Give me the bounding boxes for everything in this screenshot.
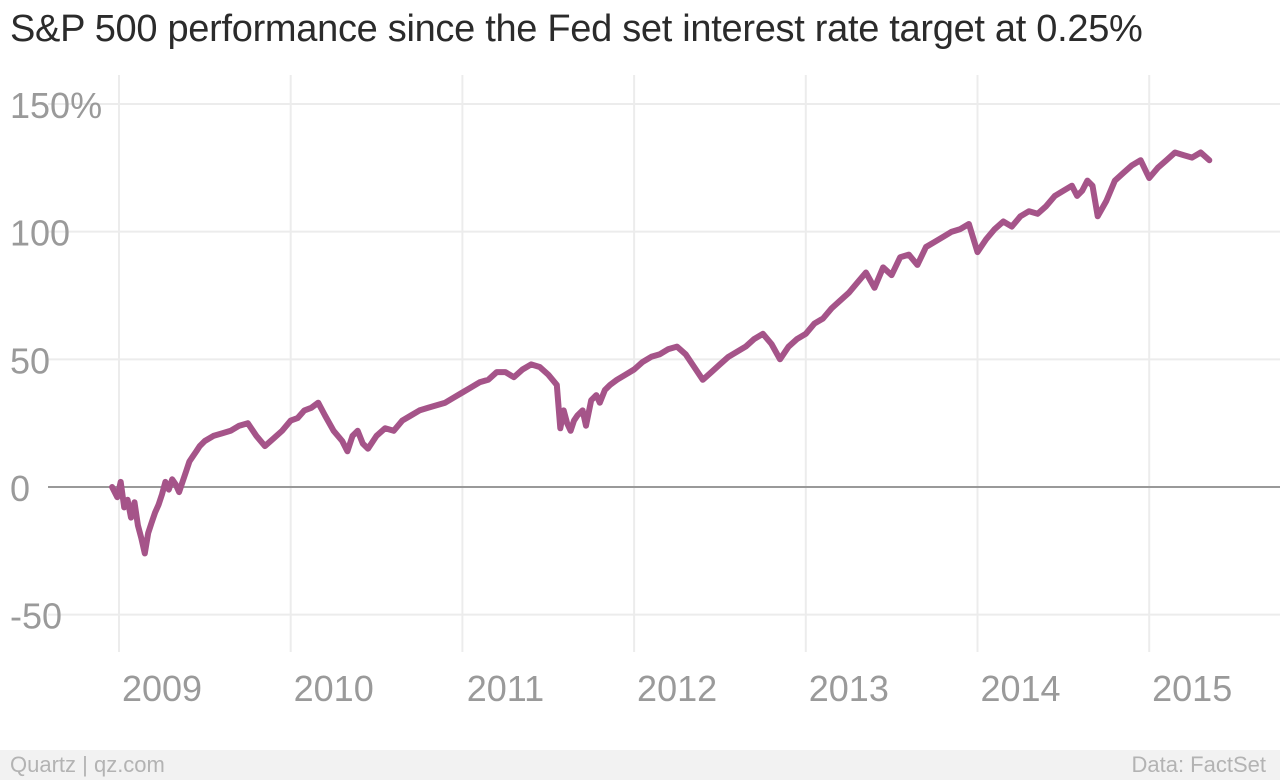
y-tick-label: 0: [10, 468, 30, 509]
x-tick-label: 2014: [980, 668, 1060, 709]
x-tick-label: 2015: [1152, 668, 1232, 709]
chart-title: S&P 500 performance since the Fed set in…: [10, 8, 1143, 50]
y-tick-label: -50: [10, 596, 62, 637]
x-tick-label: 2012: [637, 668, 717, 709]
x-tick-label: 2011: [467, 668, 544, 709]
x-axis-tick-labels: 2009 2010 2011 2012 2013 2014 2015: [122, 668, 1232, 709]
y-tick-label: 50: [10, 340, 50, 381]
series-line-0: [109, 149, 1213, 557]
series-group: [109, 149, 1213, 557]
x-gridlines: [118, 75, 1151, 652]
x-tick-label: 2013: [809, 668, 889, 709]
footer-source-right: Data: FactSet: [1131, 752, 1266, 777]
x-tick-label: 2010: [294, 668, 374, 709]
x-tick-label: 2009: [122, 668, 202, 709]
footer-source-left[interactable]: Quartz | qz.com: [10, 752, 165, 777]
y-tick-label: 150%: [10, 85, 102, 126]
y-axis-tick-labels: 150% 100 50 0 -50: [10, 85, 102, 637]
footer-bar: Quartz | qz.com Data: FactSet: [0, 750, 1280, 780]
y-gridlines: [48, 103, 1280, 616]
y-tick-label: 100: [10, 213, 70, 254]
